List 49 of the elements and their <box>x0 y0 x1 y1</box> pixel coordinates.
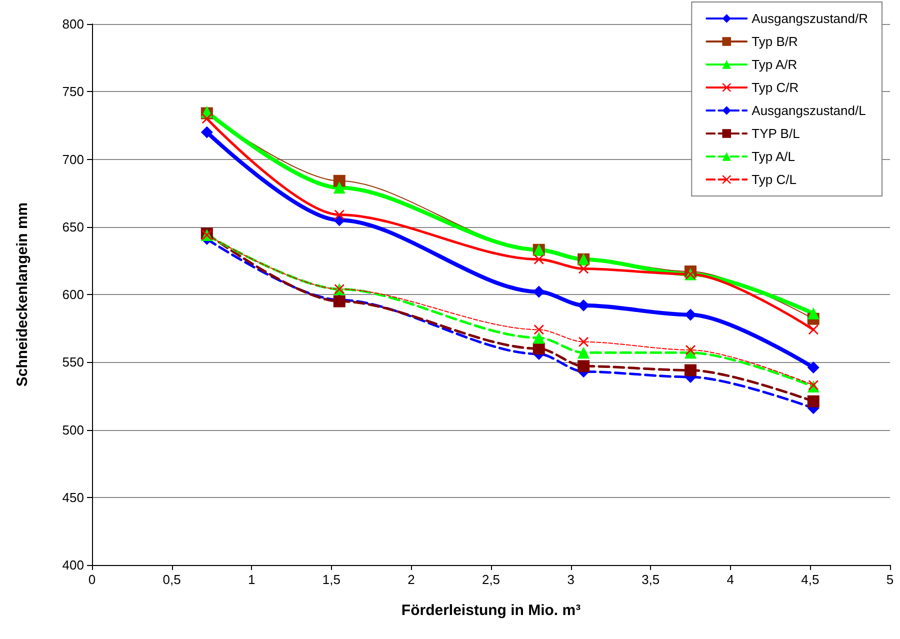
x-tick-label: 1,5 <box>322 572 340 587</box>
point <box>807 395 820 408</box>
point <box>333 174 346 187</box>
y-tick-label: 650 <box>62 219 84 234</box>
x-tick-label: 4,5 <box>801 572 820 587</box>
y-tick-label: 800 <box>62 16 84 32</box>
point <box>534 254 544 264</box>
y-tick-label: 700 <box>62 152 84 167</box>
legend-label: Typ A/L <box>752 149 796 164</box>
point <box>578 360 590 372</box>
y-tick-label: 500 <box>62 422 84 438</box>
x-tick-label: 0 <box>88 572 96 587</box>
point <box>808 324 818 335</box>
legend-label: Ausgangszustand/L <box>752 103 866 118</box>
point <box>200 126 213 138</box>
point <box>578 336 589 347</box>
legend-label: Typ B/R <box>752 34 798 49</box>
point <box>807 307 820 320</box>
point <box>578 264 589 274</box>
x-tick-label: 3 <box>567 572 574 587</box>
y-tick-label: 550 <box>62 354 84 370</box>
x-tick-label: 4 <box>726 572 734 587</box>
y-axis-title: Schneideckenlangein mm <box>14 202 31 387</box>
x-axis-title: Förderleistung in Mio. m³ <box>401 602 581 619</box>
point <box>202 114 212 124</box>
legend-label: Typ C/L <box>752 172 796 187</box>
point <box>333 182 346 194</box>
point <box>334 210 344 220</box>
legend-label: Typ A/R <box>752 57 798 72</box>
legend-label: Typ C/R <box>752 80 799 95</box>
legend-label: TYP B/L <box>752 126 800 141</box>
point <box>686 344 696 355</box>
point <box>684 308 696 321</box>
y-tick-label: 750 <box>62 84 84 100</box>
x-tick-label: 5 <box>886 572 894 587</box>
legend-label: Ausgangszustand/R <box>752 11 868 26</box>
x-tick-label: 3,5 <box>642 572 660 587</box>
x-tick-label: 2,5 <box>482 572 500 587</box>
point <box>684 364 696 376</box>
point <box>532 332 545 344</box>
y-tick-label: 400 <box>62 558 84 572</box>
x-tick-label: 2 <box>408 572 415 587</box>
x-tick-label: 1 <box>248 572 256 587</box>
x-tick-label: 0,5 <box>162 572 181 587</box>
point <box>534 324 544 335</box>
y-tick-label: 600 <box>62 287 84 302</box>
y-tick-label: 450 <box>62 490 84 505</box>
point <box>578 346 590 359</box>
point <box>807 362 820 374</box>
